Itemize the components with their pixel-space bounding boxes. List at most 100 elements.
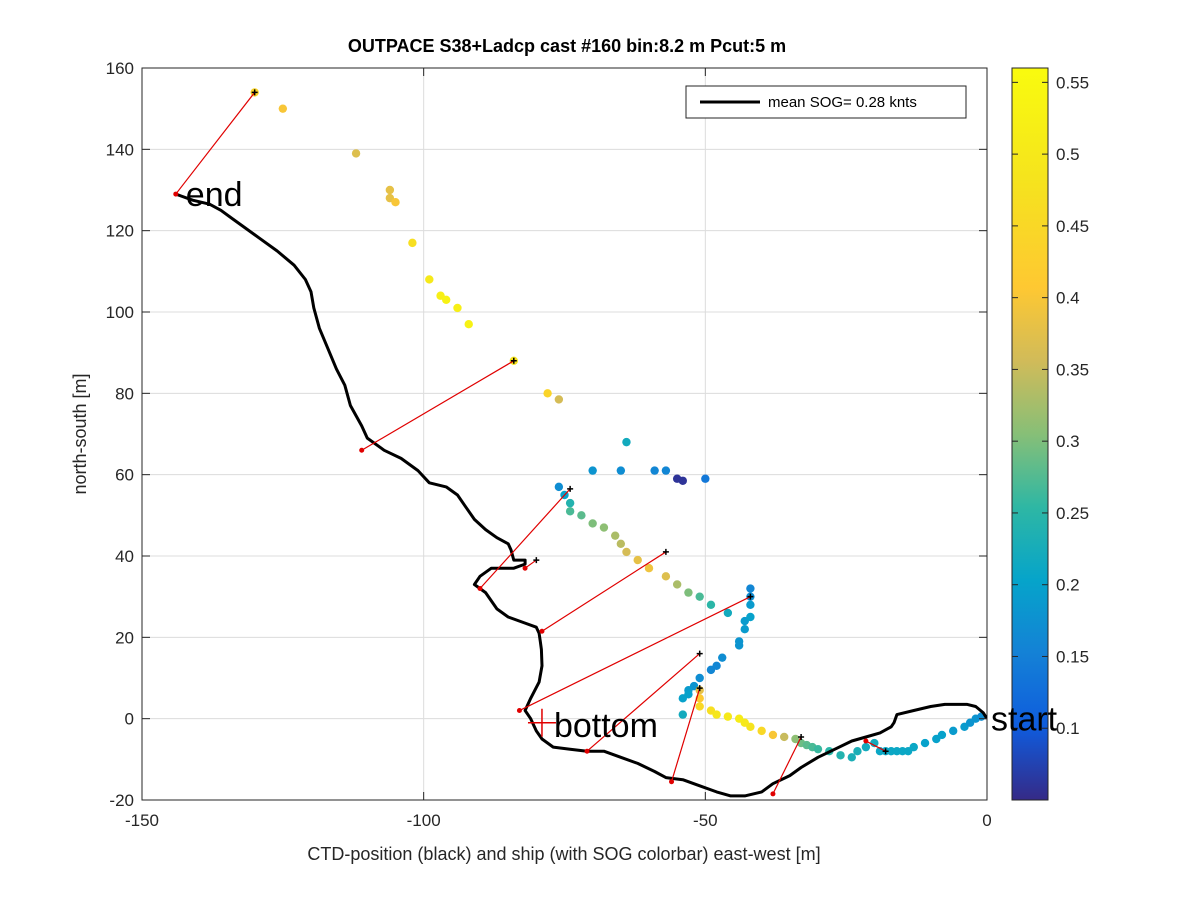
ship-position-point	[695, 702, 704, 711]
ship-marker	[882, 748, 889, 755]
ship-position-point	[740, 625, 749, 634]
ship-marker	[696, 685, 703, 692]
colorbar-tick-label: 0.3	[1056, 432, 1080, 451]
ship-position-point	[836, 751, 845, 760]
connection-line	[519, 596, 751, 712]
ship-position-point	[706, 600, 716, 609]
y-axis-label: north-south [m]	[70, 373, 90, 494]
annotation-bottom: bottom	[554, 707, 658, 745]
ship-position-point	[920, 738, 930, 748]
ship-position-point	[661, 466, 671, 475]
ship-position-point	[949, 726, 958, 736]
ship-marker	[533, 557, 540, 564]
ship-position-point	[746, 600, 755, 609]
ship-position-point	[543, 389, 552, 398]
y-tick-label: 100	[106, 303, 134, 322]
colorbar-tick-label: 0.2	[1056, 576, 1080, 595]
ship-position-point	[695, 673, 704, 683]
ship-marker	[662, 548, 669, 555]
ship-position-point	[706, 665, 716, 675]
plot-area-frame	[141, 67, 988, 801]
ship-position-point	[861, 742, 871, 752]
ship-position-point	[718, 653, 727, 662]
ship-position-point	[577, 511, 586, 520]
colorbar-tick-label: 0.45	[1056, 217, 1089, 236]
colorbar-tick-label: 0.1	[1056, 719, 1080, 738]
ship-position-point	[909, 742, 918, 752]
ctd-marker	[359, 447, 365, 453]
x-tick-label: -100	[407, 811, 441, 830]
legend-label: mean SOG= 0.28 knts	[768, 94, 917, 111]
colorbar-tick-label: 0.35	[1056, 360, 1089, 379]
ship-position-point	[391, 198, 400, 207]
ship-position-point	[678, 476, 687, 485]
ship-position-point	[622, 437, 631, 447]
ship-marker	[747, 593, 754, 600]
colorbar-tick-label: 0.15	[1056, 647, 1089, 666]
x-tick-label: 0	[982, 811, 991, 830]
colorbar-ticks: 0.1 0.15 0.2 0.25 0.3 0.35 0.4 0.45 0.5 0.55	[1012, 73, 1089, 738]
ctd-marker	[477, 586, 483, 592]
ship-position-point	[442, 295, 451, 304]
ship-position-point	[870, 738, 879, 748]
colorbar-tick-label: 0.25	[1056, 504, 1089, 523]
connection-line	[361, 360, 515, 451]
colorbar-tick-label: 0.5	[1056, 145, 1080, 164]
ctd-marker	[173, 191, 179, 197]
ship-marker	[251, 89, 258, 96]
legend: mean SOG= 0.28 knts	[685, 85, 967, 119]
y-tick-label: 0	[125, 710, 134, 729]
plot-content	[173, 88, 987, 798]
x-tick-label: -50	[693, 811, 718, 830]
ship-position-point	[599, 523, 609, 532]
ship-position-point	[565, 498, 575, 508]
connection-line	[670, 687, 701, 782]
ship-position-point	[746, 612, 755, 622]
connection-line	[479, 488, 571, 589]
y-tick-label: 160	[106, 59, 134, 78]
y-tick-label: 80	[115, 384, 134, 403]
ship-position-point	[616, 539, 626, 548]
ship-position-point	[684, 588, 693, 597]
x-axis-label: CTD-position (black) and ship (with SOG …	[307, 844, 820, 864]
ship-position-point	[780, 732, 789, 742]
colorbar: 0.1 0.15 0.2 0.25 0.3 0.35 0.4 0.45 0.5 0.55	[1011, 67, 1089, 801]
ship-position-point	[565, 507, 575, 516]
colorbar-tick-label: 0.4	[1056, 289, 1080, 308]
ship-position-point	[723, 608, 733, 618]
ship-position-point	[678, 710, 687, 719]
ship-position-point	[611, 531, 620, 540]
ship-position-point	[712, 710, 721, 719]
annotation-start: start	[991, 701, 1058, 739]
ship-position-point	[847, 753, 856, 762]
connection-line	[772, 736, 802, 795]
ship-position-point	[701, 474, 710, 483]
ship-position-point	[278, 104, 288, 113]
y-tick-label: 140	[106, 140, 134, 159]
bottom-marker	[527, 708, 556, 737]
ctd-marker	[770, 791, 776, 797]
ship-position-point	[554, 395, 564, 404]
ship-position-point	[650, 466, 659, 475]
ship-position-point	[616, 466, 626, 475]
connection-line	[586, 653, 701, 752]
colorbar-gradient	[1011, 67, 1049, 801]
ship-position-point	[746, 584, 755, 593]
annotation-end: end	[186, 176, 243, 214]
ship-position-point	[644, 564, 654, 573]
colorbar-tick-label: 0.55	[1056, 73, 1089, 92]
ship-position-point	[425, 275, 434, 284]
ship-position-point	[464, 320, 473, 329]
y-tick-label: 120	[106, 222, 134, 241]
ship-position-point	[588, 519, 597, 528]
ship-position-point	[661, 572, 671, 581]
ship-position-point	[678, 694, 687, 703]
ctd-marker	[584, 748, 590, 754]
ship-position-point	[554, 482, 564, 492]
ctd-marker	[539, 628, 545, 634]
ctd-track-line	[175, 192, 987, 798]
grid-lines	[142, 68, 987, 800]
ship-position-point	[672, 580, 682, 589]
y-tick-label: 40	[115, 547, 134, 566]
